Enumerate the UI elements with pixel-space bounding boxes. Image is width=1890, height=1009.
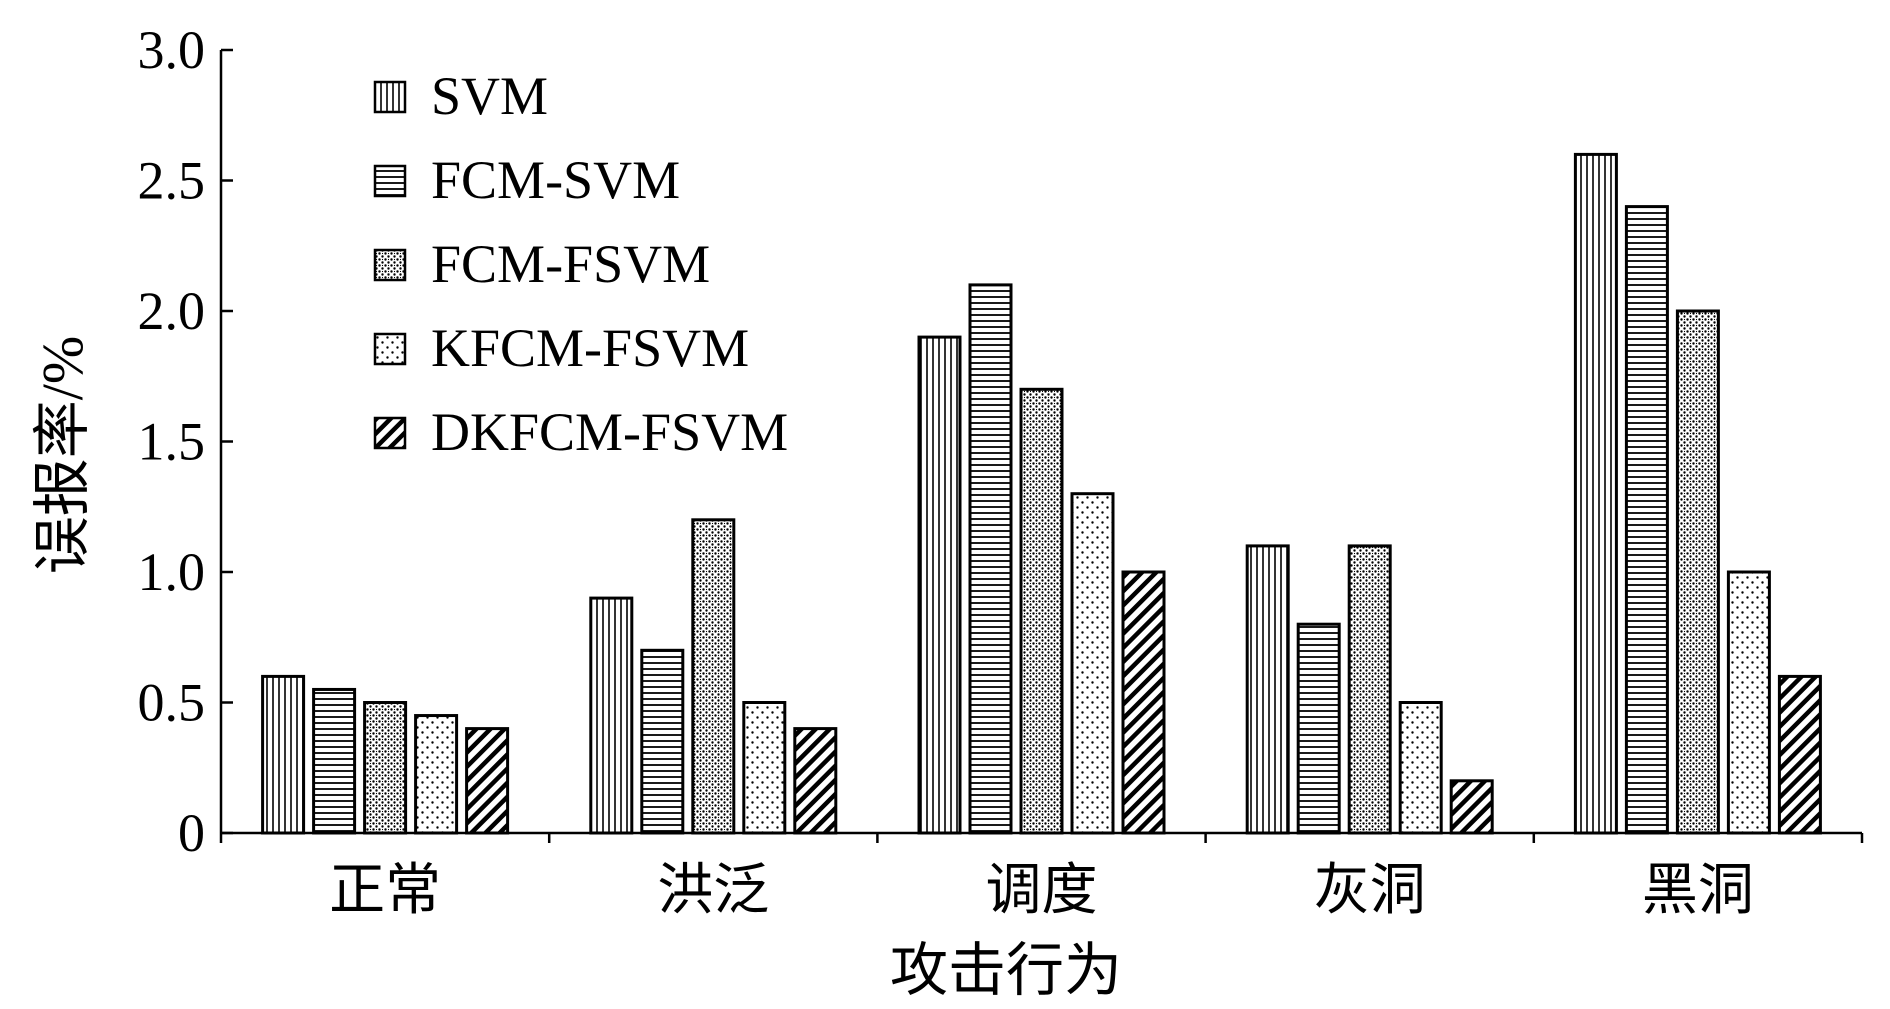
bar-svm-3 [917, 335, 962, 835]
x-tick-label: 灰洞 [1314, 860, 1426, 922]
legend-swatch-svm [373, 80, 407, 114]
bar-fcm-fsvm-2 [691, 518, 736, 835]
y-tick-label: 2.5 [138, 151, 206, 211]
bar-kfcm-fsvm-1 [414, 714, 459, 835]
y-tick-label: 0.5 [138, 673, 206, 733]
y-tick-label: 1.5 [138, 412, 206, 472]
legend-label-svm: SVM [431, 66, 548, 126]
bars-layer [261, 152, 1822, 835]
y-tick-label: 3.0 [138, 20, 206, 80]
legend-swatch-kfcm-fsvm [373, 332, 407, 366]
x-axis-title: 攻击行为 [890, 938, 1122, 1003]
bar-fcm-fsvm-3 [1019, 387, 1064, 835]
legend-label-fcm-svm: FCM-SVM [431, 150, 680, 210]
x-tick-label: 黑洞 [1642, 860, 1754, 922]
legend-label-fcm-fsvm: FCM-FSVM [431, 234, 710, 294]
bar-fcm-fsvm-1 [363, 701, 408, 835]
bar-kfcm-fsvm-2 [742, 701, 787, 835]
bar-svm-2 [589, 596, 634, 835]
bar-fcm-svm-3 [968, 283, 1013, 835]
legend-swatch-fcm-svm [373, 164, 407, 198]
bar-fcm-svm-4 [1296, 622, 1341, 835]
y-tick-label: 2.0 [138, 281, 206, 341]
legend: SVM FCM-SVM FCM-FSVM KFCM-FSVM DKFCM-FSVM [373, 66, 788, 462]
legend-label-dkfcm-fsvm: DKFCM-FSVM [431, 402, 788, 462]
bar-kfcm-fsvm-3 [1070, 492, 1115, 835]
bar-dkfcm-fsvm-3 [1121, 570, 1166, 835]
bar-fcm-svm-5 [1624, 205, 1669, 835]
bar-kfcm-fsvm-4 [1398, 701, 1443, 835]
bar-fcm-svm-2 [640, 648, 685, 835]
legend-swatch-dkfcm-fsvm [373, 416, 407, 450]
bar-fcm-svm-1 [312, 687, 357, 835]
bar-fcm-fsvm-5 [1675, 309, 1720, 835]
bar-kfcm-fsvm-5 [1726, 570, 1771, 835]
y-tick-label: 0 [178, 803, 205, 863]
bar-dkfcm-fsvm-5 [1777, 674, 1822, 835]
bar-svm-4 [1245, 544, 1290, 835]
x-tick-label: 洪泛 [657, 860, 769, 922]
legend-swatch-fcm-fsvm [373, 248, 407, 282]
bar-fcm-fsvm-4 [1347, 544, 1392, 835]
bar-svm-5 [1573, 152, 1618, 835]
bar-dkfcm-fsvm-4 [1449, 779, 1494, 835]
legend-label-kfcm-fsvm: KFCM-FSVM [431, 318, 749, 378]
x-tick-label: 调度 [986, 860, 1098, 922]
axes: 0 0.5 1.0 1.5 2.0 2.5 3.0 正常 洪泛 调度 灰洞 黑洞 [138, 20, 1864, 922]
bar-dkfcm-fsvm-2 [793, 727, 838, 835]
bar-dkfcm-fsvm-1 [465, 727, 510, 835]
y-axis-title: 误报率/% [30, 336, 95, 574]
x-tick-label: 正常 [329, 860, 441, 922]
bar-svm-1 [261, 674, 306, 835]
y-tick-label: 1.0 [138, 542, 206, 602]
